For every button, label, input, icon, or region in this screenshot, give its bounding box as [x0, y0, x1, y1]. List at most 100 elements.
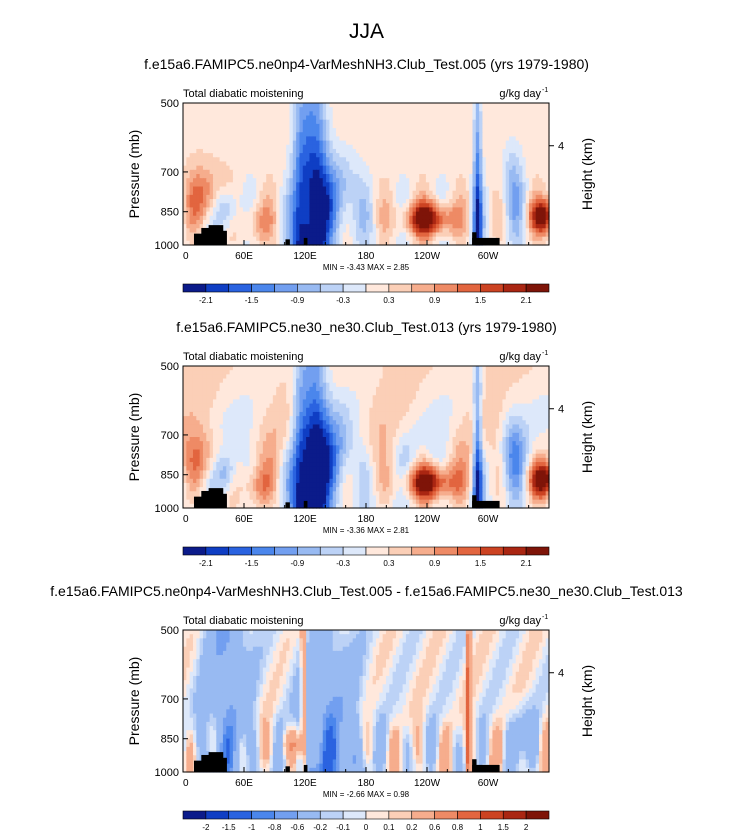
- heatmap-cell: [372, 153, 377, 158]
- heatmap-cell: [439, 148, 444, 154]
- heatmap-cell: [505, 395, 510, 401]
- heatmap-cell: [402, 386, 407, 392]
- heatmap-cell: [385, 399, 390, 405]
- heatmap-cell: [352, 115, 357, 121]
- heatmap-cell: [329, 115, 334, 121]
- heatmap-cell: [336, 107, 340, 112]
- heatmap-cell: [199, 203, 204, 209]
- heatmap-cell: [322, 395, 327, 401]
- heatmap-cell: [545, 174, 550, 179]
- heatmap-cell: [286, 199, 291, 204]
- heatmap-cell: [329, 382, 334, 388]
- heatmap-cell: [539, 140, 543, 146]
- heatmap-cell: [366, 107, 370, 112]
- heatmap-cell: [519, 111, 523, 117]
- heatmap-cell: [226, 403, 231, 409]
- heatmap-cell: [212, 374, 217, 380]
- heatmap-cell: [402, 366, 407, 371]
- heatmap-cell: [502, 224, 507, 229]
- heatmap-cell: [342, 144, 347, 150]
- heatmap-cell: [246, 115, 251, 121]
- heatmap-cell: [409, 232, 414, 238]
- heatmap-cell: [306, 190, 311, 196]
- heatmap-cell: [425, 219, 430, 225]
- heatmap-cell: [545, 140, 550, 146]
- heatmap-cell: [332, 366, 337, 371]
- heatmap-cell: [212, 382, 217, 388]
- heatmap-cell: [256, 157, 261, 163]
- heatmap-cell: [539, 211, 543, 217]
- heatmap-cell: [309, 194, 314, 200]
- heatmap-cell: [249, 211, 254, 217]
- heatmap-cell: [239, 165, 244, 171]
- heatmap-cell: [192, 115, 197, 121]
- heatmap-cell: [465, 403, 470, 409]
- heatmap-cell: [356, 399, 360, 405]
- heatmap-cell: [336, 174, 340, 179]
- heatmap-cell: [465, 386, 470, 392]
- heatmap-cell: [279, 386, 284, 392]
- heatmap-cell: [319, 119, 324, 125]
- heatmap-cell: [266, 203, 271, 209]
- heatmap-cell: [489, 228, 494, 234]
- heatmap-cell: [509, 391, 513, 396]
- heatmap-cell: [372, 403, 377, 409]
- heatmap-cell: [259, 140, 264, 146]
- heatmap-cell: [256, 403, 261, 409]
- heatmap-cell: [482, 144, 487, 150]
- heatmap-cell: [379, 203, 384, 209]
- heatmap-cell: [445, 224, 450, 229]
- heatmap-cell: [519, 199, 523, 204]
- heatmap-cell: [515, 215, 520, 221]
- heatmap-cell: [256, 199, 261, 204]
- heatmap-cell: [379, 374, 384, 380]
- heatmap-cell: [302, 128, 307, 133]
- heatmap-cell: [469, 111, 474, 117]
- heatmap-cell: [465, 136, 470, 142]
- heatmap-cell: [529, 236, 533, 242]
- heatmap-cell: [359, 157, 364, 163]
- heatmap-cell: [459, 219, 464, 225]
- heatmap-cell: [539, 370, 543, 375]
- heatmap-cell: [292, 123, 297, 129]
- heatmap-cell: [359, 236, 364, 242]
- heatmap-cell: [269, 115, 274, 121]
- heatmap-cell: [445, 182, 450, 188]
- heatmap-cell: [322, 186, 327, 192]
- heatmap-cell: [375, 366, 380, 371]
- heatmap-cell: [322, 161, 327, 167]
- heatmap-cell: [395, 103, 400, 108]
- heatmap-cell: [296, 240, 301, 246]
- heatmap-cell: [276, 161, 281, 167]
- heatmap-cell: [479, 178, 484, 183]
- heatmap-cell: [356, 219, 360, 225]
- heatmap-cell: [212, 123, 217, 129]
- heatmap-cell: [509, 199, 513, 204]
- heatmap-cell: [445, 157, 450, 163]
- heatmap-cell: [222, 136, 227, 142]
- heatmap-cell: [286, 378, 291, 384]
- heatmap-cell: [302, 140, 307, 146]
- heatmap-cell: [342, 232, 347, 238]
- heatmap-cell: [505, 203, 510, 209]
- heatmap-cell: [212, 132, 217, 138]
- heatmap-cell: [232, 111, 237, 117]
- heatmap-cell: [455, 207, 460, 213]
- heatmap-cell: [282, 107, 287, 112]
- heatmap-cell: [359, 119, 364, 125]
- heatmap-cell: [282, 132, 287, 138]
- heatmap-cell: [352, 366, 357, 371]
- heatmap-cell: [202, 219, 207, 225]
- heatmap-cell: [395, 211, 400, 217]
- heatmap-cell: [382, 140, 387, 146]
- heatmap-cell: [339, 236, 344, 242]
- heatmap-cell: [382, 370, 387, 375]
- heatmap-cell: [269, 391, 274, 396]
- heatmap-cell: [499, 236, 504, 242]
- heatmap-cell: [289, 136, 294, 142]
- heatmap-cell: [292, 407, 297, 413]
- heatmap-cell: [342, 178, 347, 183]
- heatmap-cell: [509, 236, 513, 242]
- heatmap-cell: [256, 395, 261, 401]
- heatmap-cell: [319, 174, 324, 179]
